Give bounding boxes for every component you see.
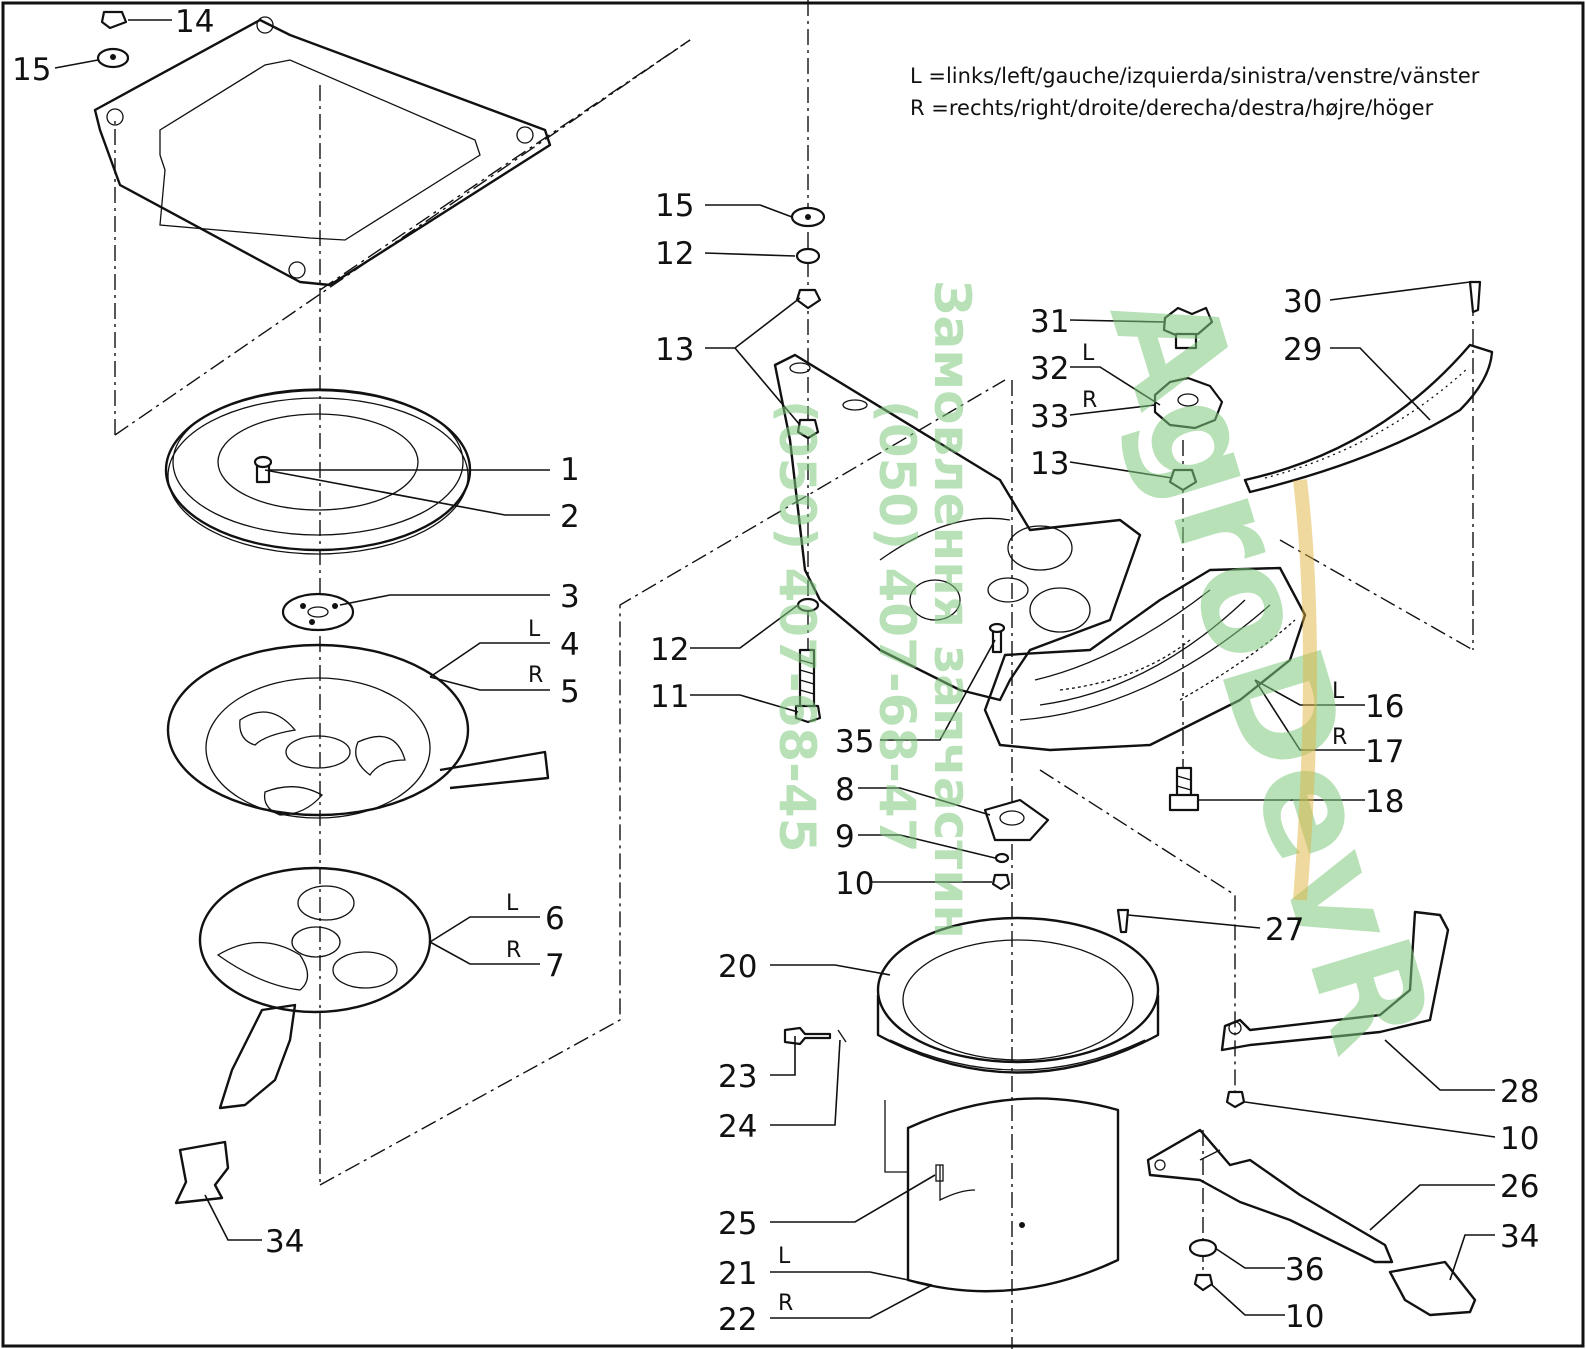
pin-30: [1468, 280, 1482, 314]
scale-29: [1243, 343, 1494, 494]
knob-31: [1162, 306, 1214, 350]
hub-disk-part-3: [281, 592, 355, 632]
sleeve-21-22: [906, 1097, 1120, 1293]
hub-8: [983, 798, 1050, 842]
callout-34-left: 34: [265, 1224, 304, 1260]
screw-23: [783, 1026, 832, 1046]
callout-32: 32: [1030, 351, 1069, 387]
screw-35: [988, 622, 1006, 654]
nut-13-bracket: [796, 418, 820, 440]
callout-20: 20: [718, 949, 757, 985]
callout-26: 26: [1500, 1169, 1539, 1205]
callout-14: 14: [175, 4, 214, 40]
washer-9: [994, 852, 1010, 864]
side-mark-4: L: [528, 617, 541, 642]
callout-8: 8: [835, 772, 855, 808]
wheat-logo: [1293, 479, 1317, 901]
callout-15-center: 15: [655, 188, 694, 224]
callout-23: 23: [718, 1059, 757, 1095]
callout-27: 27: [1265, 912, 1304, 948]
bolt-18: [1168, 766, 1200, 812]
housing-ring-20: [876, 916, 1160, 1074]
callout-30: 30: [1283, 284, 1322, 320]
watermark: Замовлення запчастин (050) 407-68-47 (05…: [768, 272, 1463, 1069]
callout-24: 24: [718, 1109, 757, 1145]
bowl-disk-part-4-5: [166, 643, 550, 819]
lever-pad-34-left: [174, 1140, 230, 1205]
side-mark-32: L: [1082, 341, 1095, 366]
side-mark-17: R: [1332, 725, 1347, 750]
callout-35: 35: [835, 724, 874, 760]
callout-6: 6: [545, 901, 565, 937]
spring-24: [837, 1029, 847, 1043]
callout-13-left: 13: [655, 332, 694, 368]
callout-29: 29: [1283, 332, 1322, 368]
callout-36: 36: [1285, 1252, 1324, 1288]
nut-13-right: [1168, 468, 1198, 492]
side-mark-6: L: [506, 891, 519, 916]
legend-left: L =links/left/gauche/izquierda/sinistra/…: [910, 64, 1480, 88]
watermark-line2: (050) 407-68-47: [868, 400, 926, 853]
lever-28: [1220, 910, 1450, 1052]
nut-13-top: [795, 288, 822, 310]
callout-17: 17: [1365, 734, 1404, 770]
screw-27: [1116, 908, 1130, 934]
side-mark-7: R: [506, 938, 521, 963]
gasket-plate: [93, 16, 552, 287]
nut-10-lever: [1225, 1090, 1246, 1109]
callout-10-bottom: 10: [1285, 1299, 1324, 1335]
callout-3: 3: [560, 579, 580, 615]
side-mark-16: L: [1332, 679, 1345, 704]
left-lower-plane: [319, 379, 1006, 1186]
callout-31: 31: [1030, 304, 1069, 340]
nut-10-bottom: [1193, 1273, 1214, 1292]
callout-10-lever: 10: [1500, 1121, 1539, 1157]
callout-5: 5: [560, 674, 580, 710]
callout-2: 2: [560, 499, 580, 535]
side-mark-5: R: [528, 663, 543, 688]
shutter-plate-part-6-7: [198, 866, 432, 1110]
side-mark-21: L: [778, 1244, 791, 1269]
arm-26: [1146, 1128, 1394, 1264]
nut-10-center: [991, 873, 1011, 891]
side-marks: L R L R L R L R L R: [506, 341, 1347, 1316]
side-mark-22: R: [778, 1291, 793, 1316]
star-disk-32-33: [1153, 376, 1224, 430]
callout-22: 22: [718, 1302, 757, 1338]
callout-18: 18: [1365, 784, 1404, 820]
callout-34-right: 34: [1500, 1219, 1539, 1255]
callout-16: 16: [1365, 689, 1404, 725]
watermark-line3: (050) 407-68-45: [768, 400, 826, 853]
sleeve-connector: [884, 1100, 908, 1173]
callout-15-left: 15: [12, 52, 51, 88]
callout-9: 9: [835, 819, 855, 855]
lever-pad-34-right: [1388, 1260, 1477, 1317]
callout-1: 1: [560, 452, 580, 488]
nut-14: [100, 10, 128, 30]
callout-7: 7: [545, 948, 565, 984]
leader-lines: [54, 19, 1496, 1319]
callout-12-top: 12: [655, 236, 694, 272]
callout-13-right: 13: [1030, 446, 1069, 482]
callout-25: 25: [718, 1206, 757, 1242]
callout-28: 28: [1500, 1074, 1539, 1110]
washer-36: [1188, 1238, 1218, 1258]
callout-4: 4: [560, 627, 580, 663]
callout-11: 11: [650, 679, 689, 715]
washer-12-top: [795, 247, 821, 265]
legend-right: R =rechts/right/droite/derecha/destra/hø…: [910, 96, 1434, 120]
mounting-bracket: [773, 353, 1142, 702]
ring-part-1: [164, 388, 472, 555]
bolt-11: [794, 648, 822, 724]
callout-12-lower: 12: [650, 632, 689, 668]
watermark-line1: Замовлення запчастин: [923, 280, 981, 939]
callout-numbers: 14 15 1 2 3 4 5 6 7 34 15 12 13 12 11 35…: [12, 4, 1539, 1338]
side-mark-33: R: [1082, 388, 1097, 413]
callout-21: 21: [718, 1256, 757, 1292]
callout-10-center: 10: [835, 866, 874, 902]
callout-33: 33: [1030, 399, 1069, 435]
